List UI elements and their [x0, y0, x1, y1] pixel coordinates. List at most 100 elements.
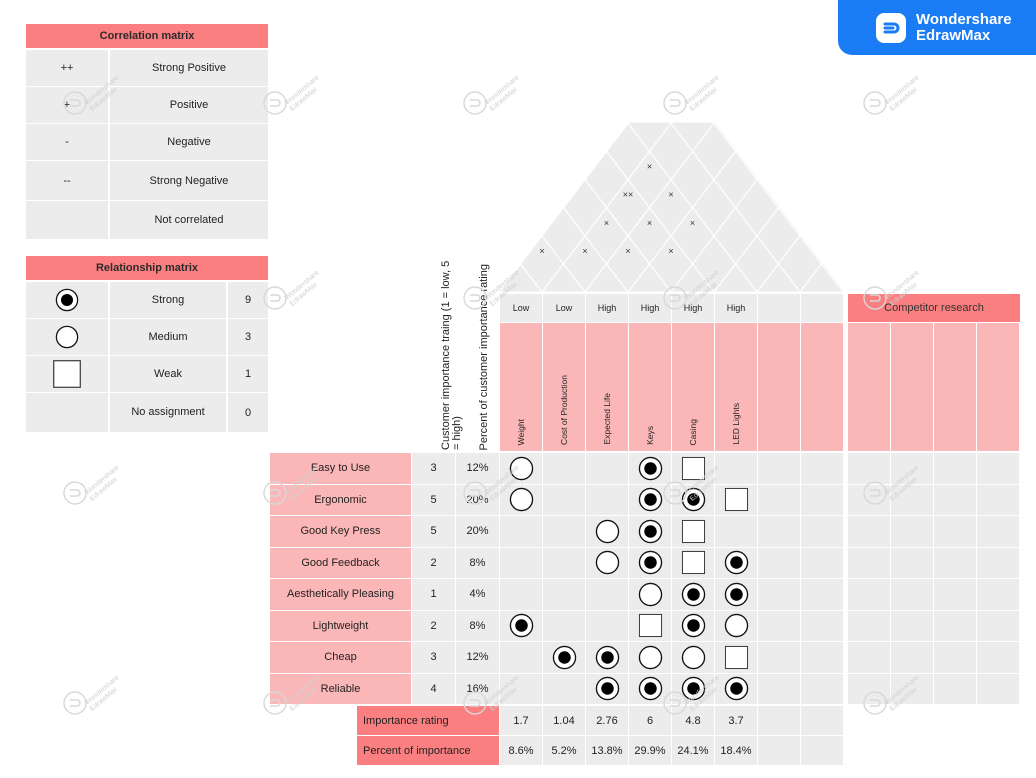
importance-rating-value: 4.8: [672, 706, 714, 735]
technical-requirement-label: Keys: [645, 426, 655, 445]
percent-importance-value: 8.6%: [500, 736, 542, 765]
competitor-header-cell: [934, 323, 976, 451]
percent-importance-value: [758, 736, 800, 765]
relationship-cell: [715, 484, 757, 515]
percent-importance-value: 13.8%: [586, 736, 628, 765]
technical-requirement-header: [801, 323, 843, 451]
weak-relationship-icon: [681, 456, 705, 480]
correlation-label: Strong Positive: [110, 50, 268, 86]
roof-correlation-mark: ×: [625, 246, 630, 256]
customer-requirement-label: Reliable: [270, 673, 411, 704]
technical-requirement-label: Expected Life: [602, 393, 612, 445]
relationship-cell: [543, 453, 585, 484]
competitor-cell: [848, 453, 890, 484]
customer-importance-value: 2: [412, 547, 455, 578]
importance-rating-label: Importance rating: [357, 706, 499, 735]
importance-rating-value: 1.7: [500, 706, 542, 735]
relationship-cell: [801, 610, 843, 641]
relationship-cell: [672, 673, 714, 704]
relationship-label: Strong: [110, 282, 226, 318]
watermark-logo-icon: [463, 91, 487, 115]
weak-relationship-icon: [638, 614, 662, 638]
competitor-research-title: Competitor research: [848, 294, 1020, 322]
importance-header-text: Customer importance traing (1 = low, 5 =…: [440, 260, 463, 450]
correlation-legend-row: ++ Strong Positive: [26, 50, 268, 86]
relationship-cell: [500, 547, 542, 578]
relationship-cell: [500, 516, 542, 547]
relationship-legend-row: Medium 3: [26, 319, 268, 355]
strong-relationship-icon: [681, 582, 705, 606]
percent-importance-value: 24.1%: [672, 736, 714, 765]
competitor-cell: [848, 610, 890, 641]
relationship-cell: [758, 610, 800, 641]
relationship-label: No assignment: [110, 393, 226, 432]
relationship-legend-title: Relationship matrix: [26, 256, 268, 280]
competitor-cell: [977, 547, 1019, 578]
watermark-logo-icon: [63, 481, 87, 505]
correlation-label: Positive: [110, 87, 268, 123]
importance-rating-value: 6: [629, 706, 671, 735]
customer-importance-value: 2: [412, 610, 455, 641]
relationship-cell: [758, 673, 800, 704]
correlation-symbol: --: [26, 161, 108, 200]
competitor-cell: [848, 516, 890, 547]
correlation-label: Negative: [110, 124, 268, 160]
correlation-symbol: +: [26, 87, 108, 123]
technical-requirement-header: LED Lights: [715, 323, 757, 451]
relationship-cell: [586, 547, 628, 578]
medium-relationship-icon: [595, 519, 619, 543]
relationship-cell: [672, 547, 714, 578]
weak-relationship-icon: [681, 551, 705, 575]
competitor-cell: [891, 484, 933, 515]
relationship-cell: [629, 516, 671, 547]
roof-correlation-mark: ×: [582, 246, 587, 256]
correlation-label: Strong Negative: [110, 161, 268, 200]
technical-requirement-header: Casing: [672, 323, 714, 451]
strong-relationship-icon: [638, 488, 662, 512]
brand-line-1: Wondershare: [916, 10, 1012, 28]
competitor-header-cell: [891, 323, 933, 451]
competitor-cell: [891, 453, 933, 484]
correlation-symbol: [26, 201, 108, 239]
strong-relationship-icon: [509, 614, 533, 638]
relationship-cell: [543, 610, 585, 641]
direction-cell: High: [715, 294, 757, 322]
customer-percent-value: 8%: [456, 547, 499, 578]
strong-relationship-icon: [681, 488, 705, 512]
direction-cell: High: [629, 294, 671, 322]
relationship-cell: [801, 516, 843, 547]
roof-correlation-mark: ×: [604, 218, 609, 228]
customer-importance-value: 5: [412, 484, 455, 515]
competitor-cell: [891, 610, 933, 641]
competitor-cell: [934, 484, 976, 515]
relationship-symbol-cell: [26, 393, 108, 432]
relationship-value: 3: [228, 319, 268, 355]
brand-badge: Wondershare EdrawMax: [838, 0, 1036, 55]
competitor-cell: [934, 516, 976, 547]
relationship-cell: [715, 610, 757, 641]
competitor-cell: [848, 673, 890, 704]
customer-requirement-label: Cheap: [270, 642, 411, 673]
relationship-cell: [500, 579, 542, 610]
customer-percent-value: 20%: [456, 484, 499, 515]
customer-percent-value: 12%: [456, 453, 499, 484]
competitor-cell: [891, 516, 933, 547]
relationship-cell: [672, 610, 714, 641]
customer-requirement-label: Aesthetically Pleasing: [270, 579, 411, 610]
relationship-cell: [758, 453, 800, 484]
relationship-cell: [629, 547, 671, 578]
competitor-cell: [977, 673, 1019, 704]
watermark-text: Wondershare EdrawMax: [883, 74, 921, 113]
customer-importance-value: 5: [412, 516, 455, 547]
technical-requirement-label: Weight: [516, 418, 526, 445]
relationship-cell: [801, 547, 843, 578]
competitor-cell: [977, 642, 1019, 673]
importance-rating-value: [758, 706, 800, 735]
competitor-cell: [891, 642, 933, 673]
medium-relationship-icon: [638, 582, 662, 606]
strong-relationship-icon: [724, 582, 748, 606]
relationship-cell: [543, 484, 585, 515]
roof-correlation-mark: ×: [539, 246, 544, 256]
correlation-legend-title: Correlation matrix: [26, 24, 268, 48]
importance-rating-value: 2.76: [586, 706, 628, 735]
